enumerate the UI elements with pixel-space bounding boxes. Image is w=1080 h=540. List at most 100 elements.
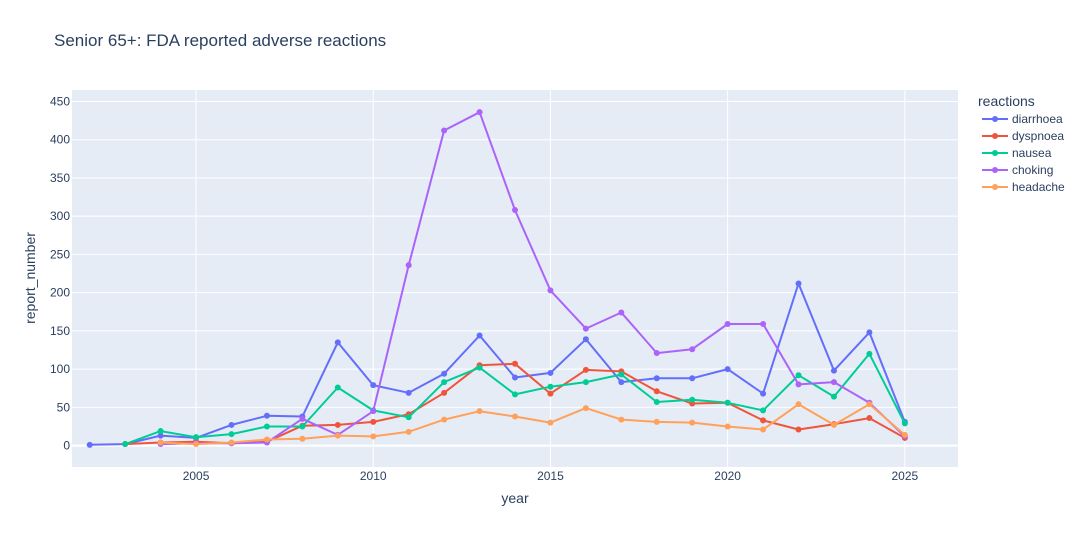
data-point[interactable]	[476, 408, 483, 415]
data-point[interactable]	[866, 415, 873, 422]
data-point[interactable]	[476, 109, 483, 116]
data-point[interactable]	[582, 325, 589, 332]
data-point[interactable]	[547, 287, 554, 294]
legend-item-choking[interactable]: choking	[982, 163, 1053, 177]
data-point[interactable]	[866, 329, 873, 336]
data-point[interactable]	[901, 431, 908, 438]
data-point[interactable]	[830, 379, 837, 386]
data-point[interactable]	[157, 432, 164, 439]
data-point[interactable]	[299, 423, 306, 430]
data-point[interactable]	[653, 418, 660, 425]
data-point[interactable]	[866, 401, 873, 408]
data-point[interactable]	[334, 339, 341, 346]
data-point[interactable]	[653, 375, 660, 382]
data-point[interactable]	[582, 336, 589, 343]
data-point[interactable]	[582, 366, 589, 373]
data-point[interactable]	[795, 381, 802, 388]
data-point[interactable]	[441, 379, 448, 386]
data-point[interactable]	[618, 309, 625, 316]
data-point[interactable]	[334, 421, 341, 428]
data-point[interactable]	[228, 421, 235, 428]
data-point[interactable]	[547, 390, 554, 397]
legend-item-diarrhoea[interactable]: diarrhoea	[982, 112, 1063, 126]
data-point[interactable]	[618, 379, 625, 386]
data-point[interactable]	[901, 420, 908, 427]
data-point[interactable]	[582, 405, 589, 412]
data-point[interactable]	[263, 436, 270, 443]
data-point[interactable]	[405, 428, 412, 435]
data-point[interactable]	[405, 389, 412, 396]
data-point[interactable]	[441, 389, 448, 396]
data-point[interactable]	[299, 435, 306, 442]
x-tick-label: 2025	[891, 469, 918, 483]
data-point[interactable]	[830, 421, 837, 428]
data-point[interactable]	[441, 370, 448, 377]
data-point[interactable]	[512, 360, 518, 367]
data-point[interactable]	[441, 416, 448, 423]
legend[interactable]: diarrhoea dyspnoea nausea choking headache	[982, 112, 1065, 194]
data-point[interactable]	[193, 434, 200, 441]
data-point[interactable]	[795, 401, 802, 408]
data-point[interactable]	[512, 391, 518, 398]
data-point[interactable]	[760, 321, 767, 327]
data-point[interactable]	[441, 127, 448, 134]
data-point[interactable]	[795, 280, 802, 287]
data-point[interactable]	[653, 350, 660, 357]
data-point[interactable]	[689, 396, 696, 403]
data-point[interactable]	[476, 332, 483, 339]
data-point[interactable]	[512, 413, 518, 420]
data-point[interactable]	[370, 418, 377, 425]
data-point[interactable]	[724, 423, 731, 430]
data-point[interactable]	[157, 439, 164, 446]
legend-label: choking	[1012, 163, 1053, 177]
data-point[interactable]	[830, 367, 837, 374]
data-point[interactable]	[760, 417, 767, 424]
data-point[interactable]	[866, 350, 873, 357]
data-point[interactable]	[653, 399, 660, 405]
data-point[interactable]	[760, 407, 767, 414]
data-point[interactable]	[86, 441, 93, 448]
data-point[interactable]	[724, 366, 731, 373]
data-point[interactable]	[830, 393, 837, 400]
data-point[interactable]	[512, 374, 518, 381]
data-point[interactable]	[334, 384, 341, 391]
data-point[interactable]	[157, 428, 164, 435]
data-point[interactable]	[263, 423, 270, 430]
data-point[interactable]	[724, 321, 731, 327]
legend-marker	[992, 184, 998, 190]
data-point[interactable]	[653, 388, 660, 395]
data-point[interactable]	[795, 426, 802, 433]
data-point[interactable]	[689, 419, 696, 426]
data-point[interactable]	[547, 419, 554, 426]
legend-item-headache[interactable]: headache	[982, 180, 1065, 194]
data-point[interactable]	[582, 379, 589, 386]
data-point[interactable]	[228, 431, 235, 438]
data-point[interactable]	[299, 415, 306, 422]
data-point[interactable]	[476, 364, 483, 371]
data-point[interactable]	[370, 433, 377, 440]
data-point[interactable]	[760, 426, 767, 433]
y-tick-label: 250	[50, 247, 70, 261]
data-point[interactable]	[760, 390, 767, 397]
data-point[interactable]	[689, 375, 696, 382]
legend-item-dyspnoea[interactable]: dyspnoea	[982, 129, 1064, 143]
data-point[interactable]	[122, 441, 129, 448]
data-point[interactable]	[512, 207, 518, 214]
data-point[interactable]	[193, 441, 200, 448]
data-point[interactable]	[405, 414, 412, 421]
data-point[interactable]	[334, 432, 341, 439]
data-point[interactable]	[795, 372, 802, 379]
data-point[interactable]	[370, 382, 377, 389]
data-point[interactable]	[724, 399, 731, 406]
data-point[interactable]	[263, 412, 270, 419]
plot-area	[72, 90, 958, 467]
data-point[interactable]	[618, 416, 625, 423]
data-point[interactable]	[618, 371, 625, 378]
data-point[interactable]	[405, 262, 412, 269]
legend-item-nausea[interactable]: nausea	[982, 146, 1052, 160]
data-point[interactable]	[370, 408, 377, 415]
data-point[interactable]	[228, 439, 235, 446]
data-point[interactable]	[689, 346, 696, 353]
data-point[interactable]	[547, 383, 554, 390]
data-point[interactable]	[547, 369, 554, 376]
